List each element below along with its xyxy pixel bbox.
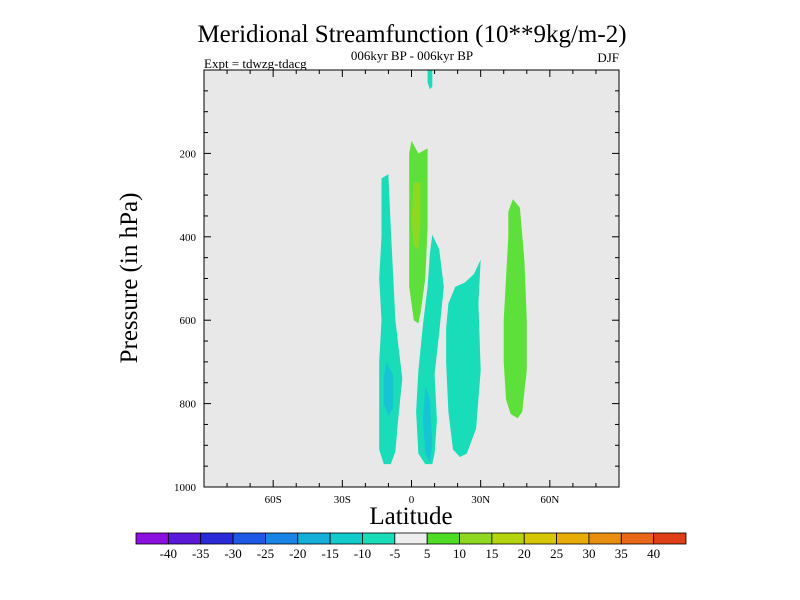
colorbar-swatch xyxy=(329,532,363,545)
x-tick-label: 60S xyxy=(265,494,282,506)
y-tick-label: 600 xyxy=(180,315,197,327)
contour-cell-12S-core xyxy=(383,361,394,417)
colorbar-swatch xyxy=(232,532,266,545)
x-tick-label: 30S xyxy=(334,494,351,506)
season-label: DJF xyxy=(597,50,619,65)
x-tick-label: 0 xyxy=(409,494,415,506)
colorbar-swatch xyxy=(588,532,622,545)
colorbar-label: -30 xyxy=(224,546,241,561)
y-tick-label: 800 xyxy=(180,399,197,411)
colorbar-label: 35 xyxy=(615,546,628,561)
colorbar: -40 -35 -30 -25 -20 -15 -10 -5 5 10 15 20 25 30 35 40 xyxy=(135,532,687,561)
contour-cell-5N xyxy=(416,234,444,465)
colorbar-swatch xyxy=(620,532,655,545)
colorbar-swatch xyxy=(394,532,428,545)
colorbar-swatch xyxy=(135,532,169,545)
axis-ticks: 60S 30S 0 30N 60N 200 400 600 800 1000 xyxy=(174,70,619,506)
colorbar-label: 5 xyxy=(424,546,431,561)
contour-top-wisp xyxy=(427,70,433,90)
x-tick-label: 30N xyxy=(471,494,490,506)
colorbar-label: -20 xyxy=(289,546,306,561)
y-tick-label: 400 xyxy=(180,232,197,244)
colorbar-label: 40 xyxy=(647,546,660,561)
colorbar-swatch xyxy=(653,532,687,545)
colorbar-label: -40 xyxy=(160,546,177,561)
x-tick-label: 60N xyxy=(540,494,559,506)
colorbar-label: 10 xyxy=(453,546,466,561)
colorbar-swatch xyxy=(297,532,331,545)
contour-layer xyxy=(379,70,527,465)
colorbar-swatch xyxy=(362,532,396,545)
contour-cell-25N xyxy=(446,259,481,457)
colorbar-label: 20 xyxy=(518,546,531,561)
colorbar-swatch xyxy=(167,532,202,545)
contour-cell-equator-core xyxy=(411,182,421,250)
colorbar-label: -25 xyxy=(257,546,274,561)
colorbar-swatch xyxy=(265,532,299,545)
x-axis-label: Latitude xyxy=(369,503,452,530)
colorbar-swatch xyxy=(556,532,590,545)
y-axis-label: Pressure (in hPa) xyxy=(116,193,143,364)
colorbar-swatch xyxy=(426,532,460,545)
colorbar-label: 15 xyxy=(485,546,498,561)
colorbar-label: 30 xyxy=(582,546,595,561)
colorbar-label: 25 xyxy=(550,546,563,561)
experiment-label: Expt = tdwzg-tdacg xyxy=(204,56,307,71)
contour-cell-5N-core xyxy=(423,386,433,462)
y-tick-label: 1000 xyxy=(174,482,197,494)
colorbar-label: -35 xyxy=(192,546,209,561)
colorbar-label: -5 xyxy=(389,546,400,561)
chart-title: Meridional Streamfunction (10**9kg/m-2) xyxy=(197,21,626,48)
contour-cell-45N xyxy=(503,199,527,419)
chart-subtitle: 006kyr BP - 006kyr BP xyxy=(351,48,473,63)
colorbar-swatch xyxy=(459,532,493,545)
colorbar-swatch xyxy=(200,532,234,545)
colorbar-label: -10 xyxy=(354,546,371,561)
y-tick-label: 200 xyxy=(180,148,197,160)
colorbar-swatch xyxy=(523,532,557,545)
colorbar-label: -15 xyxy=(321,546,338,561)
colorbar-swatch xyxy=(491,532,525,545)
